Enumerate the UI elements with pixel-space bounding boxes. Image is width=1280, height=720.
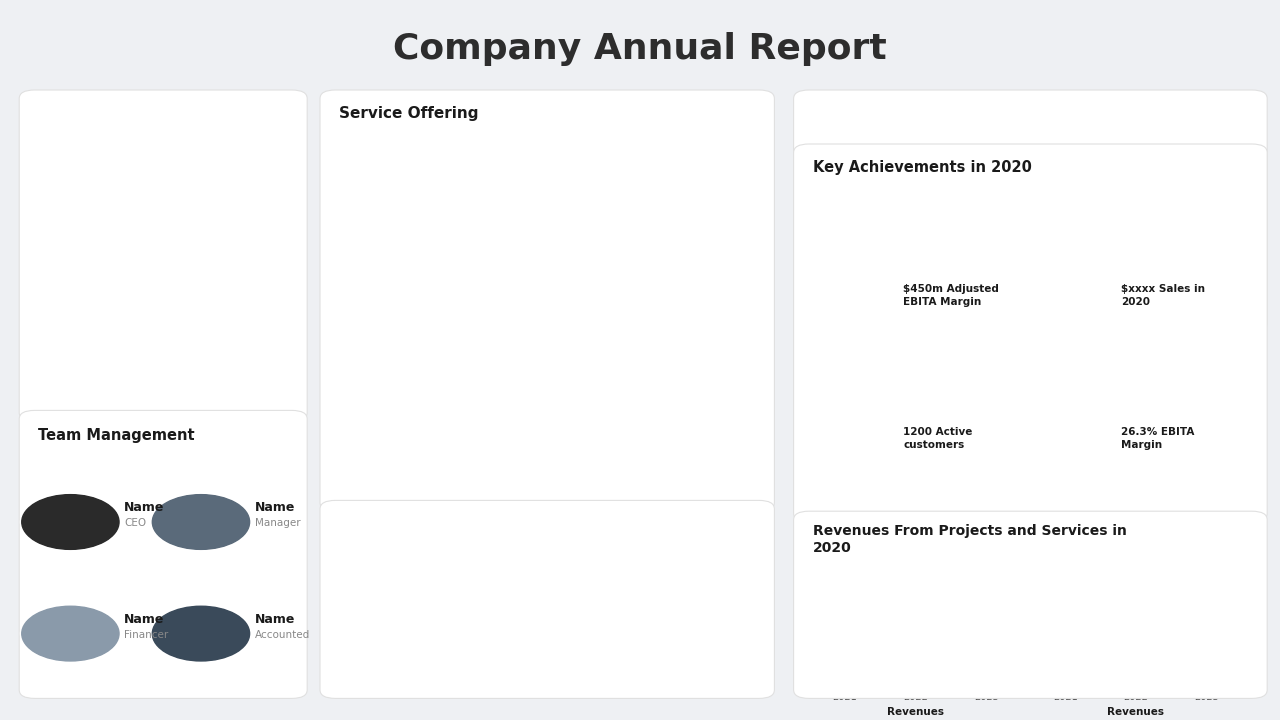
Bar — [984, 234, 1032, 313]
Text: We are leading IT consult company,
providing digital solutions services
to clien: We are leading IT consult company, provi… — [35, 161, 238, 216]
Text: Service Offering: Service Offering — [339, 106, 479, 121]
Text: Name: Name — [124, 501, 165, 514]
Text: Future Accomplishment: Future Accomplishment — [339, 611, 543, 626]
Text: Revenues From Projects and Services in
2020: Revenues From Projects and Services in 2… — [813, 524, 1126, 555]
Bar — [1046, 562, 1084, 688]
Text: Financial Review: Financial Review — [817, 102, 955, 117]
Wedge shape — [433, 338, 573, 420]
Bar — [1032, 174, 1078, 313]
Text: Message From Chairman: Message From Chairman — [35, 274, 238, 289]
X-axis label: Revenues: Revenues — [887, 706, 945, 716]
Text: Name: Name — [255, 613, 296, 626]
Wedge shape — [408, 295, 476, 369]
Text: 2020 was a successful year and we
achieved significant progress in
financial ter: 2020 was a successful year and we achiev… — [35, 328, 236, 369]
Text: Company Annual Report: Company Annual Report — [393, 32, 887, 66]
Bar — [883, 234, 931, 313]
Bar — [836, 179, 883, 313]
Text: $450m Adjusted
EBITA Margin: $450m Adjusted EBITA Margin — [904, 284, 998, 307]
Text: Name: Name — [124, 613, 165, 626]
Text: Accounted: Accounted — [255, 630, 310, 640]
Text: 1200 Active
customers: 1200 Active customers — [904, 427, 973, 451]
Bar — [896, 603, 936, 688]
Text: Financer: Financer — [124, 630, 169, 640]
Wedge shape — [836, 276, 855, 295]
Bar — [1188, 581, 1226, 688]
Bar — [1116, 603, 1156, 688]
Wedge shape — [855, 420, 874, 445]
Wedge shape — [1053, 276, 1073, 310]
Wedge shape — [433, 170, 535, 253]
Text: Company Brief: Company Brief — [35, 107, 156, 122]
Text: CEO: CEO — [124, 518, 146, 528]
Text: Name: Name — [255, 501, 296, 514]
Bar — [968, 581, 1006, 688]
Wedge shape — [1073, 420, 1088, 432]
Text: Pursuing strategic initiatives for sustainable growth
and market  leadership exc: Pursuing strategic initiatives for susta… — [339, 559, 645, 590]
Wedge shape — [836, 276, 874, 314]
Text: Team Management: Team Management — [38, 428, 195, 444]
Text: $xxxx Sales in
2020: $xxxx Sales in 2020 — [1121, 284, 1204, 307]
Text: 26.3% EBITA
Margin: 26.3% EBITA Margin — [1121, 427, 1194, 451]
Text: Foresighted strategies paved the way for
impactful growth and accomplishments.: Foresighted strategies paved the way for… — [339, 658, 582, 690]
Bar — [826, 562, 864, 688]
Text: Key Achievements in 2020: Key Achievements in 2020 — [813, 160, 1032, 175]
Wedge shape — [836, 420, 873, 457]
Wedge shape — [534, 170, 659, 415]
X-axis label: Revenues: Revenues — [1107, 706, 1165, 716]
Text: Our Growth Strategies: Our Growth Strategies — [339, 513, 532, 528]
Legend: Placeholder, Placeholder: Placeholder, Placeholder — [338, 492, 513, 502]
Bar — [1179, 253, 1226, 313]
Wedge shape — [1053, 420, 1092, 457]
Wedge shape — [408, 222, 476, 295]
Wedge shape — [1061, 276, 1092, 314]
Bar — [1132, 202, 1179, 313]
Text: Manager: Manager — [255, 518, 301, 528]
